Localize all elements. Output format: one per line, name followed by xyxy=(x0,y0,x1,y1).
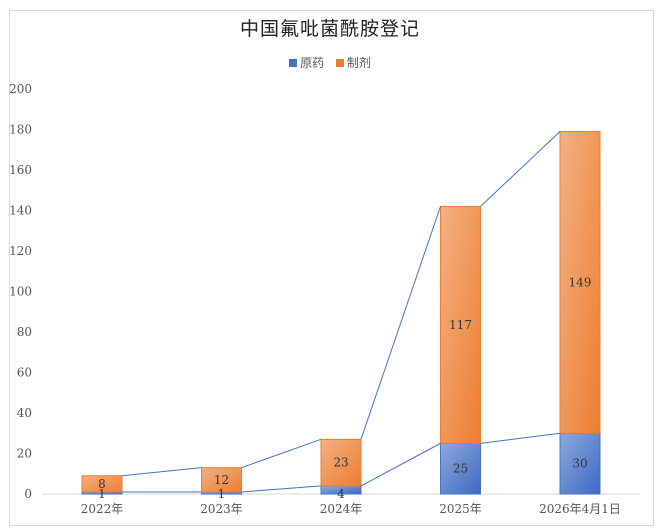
legend-label: 制剂 xyxy=(346,56,371,70)
y-tick-label: 180 xyxy=(9,123,32,137)
data-label: 149 xyxy=(569,275,592,289)
y-tick-label: 0 xyxy=(24,487,32,501)
data-label: 117 xyxy=(449,318,472,332)
data-label: 30 xyxy=(572,457,587,471)
series-line xyxy=(241,485,322,493)
y-tick-label: 100 xyxy=(9,285,32,299)
series-line xyxy=(360,206,441,440)
bar-segment[interactable] xyxy=(201,467,242,493)
y-tick-label: 120 xyxy=(9,244,32,258)
data-label: 25 xyxy=(453,462,468,476)
legend-item-api[interactable]: 原药 xyxy=(289,54,324,71)
bar-segment[interactable] xyxy=(81,475,123,493)
legend-label: 原药 xyxy=(300,56,325,70)
y-tick-label: 140 xyxy=(9,204,32,218)
data-label: 4 xyxy=(337,487,345,501)
x-tick-label: 2025年 xyxy=(439,502,482,516)
data-label: 12 xyxy=(214,473,229,487)
bar-segment[interactable] xyxy=(320,438,362,487)
x-tick-label: 2026年4月1日 xyxy=(539,502,621,516)
series-line xyxy=(480,432,561,444)
series-line xyxy=(121,467,202,477)
chart-legend: 原药 制剂 xyxy=(0,54,660,71)
data-label: 8 xyxy=(98,477,106,491)
bar-segment[interactable] xyxy=(440,442,481,495)
x-tick-label: 2022年 xyxy=(81,502,124,516)
legend-swatch-blue-icon xyxy=(289,58,298,67)
y-tick-label: 200 xyxy=(9,82,32,96)
x-tick-label: 2024年 xyxy=(320,502,363,516)
legend-item-formulation[interactable]: 制剂 xyxy=(335,54,371,71)
series-line xyxy=(480,131,561,207)
bar-segment[interactable] xyxy=(559,131,601,434)
data-label: 23 xyxy=(333,456,348,470)
data-label: 1 xyxy=(98,487,106,501)
chart-title: 中国氟吡菌酰胺登记 xyxy=(239,18,420,40)
y-tick-label: 80 xyxy=(17,325,32,339)
legend-swatch-orange-icon xyxy=(335,58,344,67)
x-tick-label: 2023年 xyxy=(200,502,243,516)
data-label: 1 xyxy=(218,487,226,501)
y-tick-label: 20 xyxy=(17,447,32,461)
series-line xyxy=(360,442,441,487)
y-tick-label: 60 xyxy=(17,366,32,380)
y-tick-label: 160 xyxy=(9,163,32,177)
bar-segment[interactable] xyxy=(440,205,481,444)
series-line xyxy=(241,438,322,469)
bar-segment[interactable] xyxy=(559,432,601,495)
y-tick-label: 40 xyxy=(17,406,32,420)
